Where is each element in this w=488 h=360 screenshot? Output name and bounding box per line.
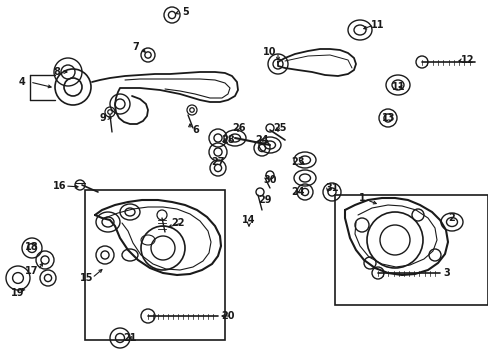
Text: 23: 23 (291, 157, 304, 167)
Text: 3: 3 (443, 268, 449, 278)
Text: 5: 5 (182, 7, 189, 17)
Text: 18: 18 (25, 242, 39, 252)
Text: 1: 1 (358, 193, 365, 203)
Text: 10: 10 (263, 47, 276, 57)
Bar (85, 190, 224, 340)
Text: 26: 26 (232, 123, 245, 133)
Text: 6: 6 (192, 125, 199, 135)
Text: 2: 2 (447, 213, 454, 223)
Text: 31: 31 (325, 183, 338, 193)
Text: 21: 21 (123, 333, 137, 343)
Text: 15: 15 (80, 273, 94, 283)
Bar (334, 195, 487, 305)
Text: 14: 14 (242, 215, 255, 225)
Text: 30: 30 (263, 175, 276, 185)
Text: 11: 11 (370, 20, 384, 30)
Text: 24: 24 (255, 135, 268, 145)
Text: 29: 29 (258, 195, 271, 205)
Text: 28: 28 (221, 135, 234, 145)
Text: 24: 24 (291, 187, 304, 197)
Text: 27: 27 (211, 157, 224, 167)
Text: 8: 8 (54, 67, 61, 77)
Text: 20: 20 (221, 311, 234, 321)
Text: 19: 19 (11, 288, 25, 298)
Text: 7: 7 (132, 42, 139, 52)
Text: 11: 11 (391, 82, 405, 92)
Text: 4: 4 (19, 77, 25, 87)
Text: 9: 9 (100, 113, 106, 123)
Text: 22: 22 (171, 218, 184, 228)
Text: 12: 12 (460, 55, 474, 65)
Text: 13: 13 (382, 113, 395, 123)
Text: 25: 25 (273, 123, 286, 133)
Text: 16: 16 (53, 181, 67, 191)
Text: 17: 17 (25, 266, 39, 276)
